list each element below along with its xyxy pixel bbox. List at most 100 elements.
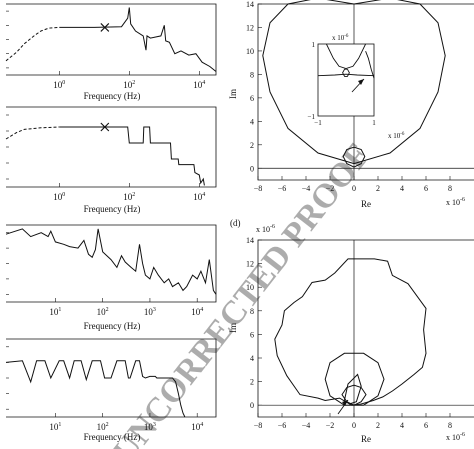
panel-label-d: (d): [230, 218, 241, 228]
magnitude-bottom-panel: 101 102 103 104: [5, 224, 217, 317]
x-tick-label: −8: [254, 421, 263, 430]
x-tick-label: −2: [326, 421, 335, 430]
x-tick-label: 0: [352, 421, 356, 430]
x-tick-label: 101: [49, 307, 61, 317]
x-tick-label: 102: [97, 422, 109, 432]
nyquist-curve-2: [341, 384, 367, 406]
x-tick-label: −6: [278, 421, 287, 430]
nyquist-curve-3: [343, 373, 362, 405]
x-tick-label: 104: [193, 80, 205, 90]
y-tick-label: 14: [246, 236, 254, 245]
nyquist-curve-0: [274, 258, 427, 406]
y-tick-label: 4: [250, 117, 254, 126]
x-tick-label: 104: [191, 307, 203, 317]
pointer-arrowhead: [342, 400, 348, 406]
y-tick-label: 12: [246, 23, 254, 32]
xlabel-magnitude-top: Frequency (Hz): [84, 91, 141, 101]
y-tick-label: 14: [246, 0, 254, 9]
x-tick-label: 100: [53, 80, 65, 90]
nyquist-top-x-exponent: x 10-6: [446, 197, 465, 207]
inset-curve-0: [325, 43, 367, 69]
phase-top-panel: 100 102 104: [5, 106, 217, 202]
axes-frame: [6, 106, 217, 188]
axes-frame: [6, 3, 217, 76]
x-tick-label: −4: [302, 184, 311, 193]
inset-y-tick-label: −1: [308, 113, 316, 121]
y-tick-label: 8: [250, 70, 254, 79]
y-tick-label: 0: [250, 164, 254, 173]
ylabel-nyquist-top: Im: [228, 89, 238, 99]
inset-y-exponent: x 10-6: [332, 34, 349, 42]
xlabel-phase-bottom: Frequency (Hz): [84, 432, 141, 442]
x-tick-label: 102: [123, 80, 135, 90]
x-tick-label: 101: [49, 422, 61, 432]
axes-frame: [6, 224, 217, 303]
inset-curve-2: [317, 73, 375, 77]
inset: −1 1 −1 1: [308, 41, 377, 127]
xlabel-phase-top: Frequency (Hz): [84, 204, 141, 214]
inset-curve-3: [365, 51, 375, 79]
x-tick-label: 103: [144, 422, 156, 432]
watermark-text: UNCORRECTED PROOF: [106, 137, 378, 449]
y-tick-label: 4: [250, 354, 254, 363]
x-tick-label: −8: [254, 184, 263, 193]
x-marker: [100, 122, 110, 132]
xlabel-nyquist-bottom: Re: [361, 434, 371, 444]
phase-bottom-panel: 101 102 103 104: [5, 338, 217, 432]
inset-x-tick-label: 1: [372, 119, 376, 127]
inset-y-tick-label: 1: [312, 41, 316, 49]
y-tick-label: 0: [250, 401, 254, 410]
axes-frame: [257, 239, 474, 418]
magnitude-top-panel: 100 102 104: [5, 3, 217, 90]
series-line-1: [59, 126, 205, 186]
x-tick-label: 8: [448, 421, 452, 430]
y-tick-label: 10: [246, 47, 254, 56]
x-marker: [100, 23, 110, 32]
inset-arrowhead: [358, 79, 364, 85]
ylabel-nyquist-bottom: Im: [228, 323, 238, 333]
y-tick-label: 6: [250, 94, 254, 103]
y-tick-label: 2: [250, 141, 254, 150]
axes-frame: [6, 338, 217, 418]
xlabel-nyquist-top: Re: [361, 199, 371, 209]
y-tick-label: 8: [250, 307, 254, 316]
y-tick-label: 6: [250, 330, 254, 339]
nyquist-bottom-y-exponent: x 10-6: [256, 224, 275, 234]
nyquist-curve-1: [342, 146, 366, 168]
x-tick-label: −6: [278, 184, 287, 193]
nyquist-bottom-panel: −8 −6 −4 −2 0 2 4 6 8 0 2 4 6 8 10 12 14: [246, 236, 474, 430]
x-tick-label: 4: [400, 421, 404, 430]
x-tick-label: 103: [144, 307, 156, 317]
x-tick-label: 8: [448, 184, 452, 193]
axes-frame: [257, 3, 474, 181]
nyquist-bottom-x-exponent: x 10-6: [446, 432, 465, 442]
xlabel-magnitude-bottom: Frequency (Hz): [84, 321, 141, 331]
x-tick-label: 2: [376, 421, 380, 430]
inset-x-tick-label: −1: [314, 119, 322, 127]
nyquist-curve-1: [324, 352, 385, 406]
x-tick-label: 104: [191, 422, 203, 432]
x-tick-label: 104: [193, 192, 205, 202]
y-tick-label: 10: [246, 283, 254, 292]
x-tick-label: 102: [97, 307, 109, 317]
nyquist-top-panel: −8 −6 −4 −2 0 2 4 6 8 0 2 4 6 8 10 12 14 −1 1 −1 1: [246, 0, 474, 193]
x-tick-label: −2: [326, 184, 335, 193]
x-tick-label: 102: [123, 192, 135, 202]
x-tick-label: 4: [400, 184, 404, 193]
nyquist-curve-0: [262, 0, 446, 165]
y-tick-label: 12: [246, 260, 254, 269]
inset-curve-1: [342, 68, 350, 77]
series-line-0: [5, 228, 217, 295]
x-tick-label: 6: [424, 184, 428, 193]
x-tick-label: 100: [53, 192, 65, 202]
inset-x-exponent: x 10-6: [388, 132, 405, 140]
series-line-1: [59, 7, 217, 72]
inset-frame: [317, 43, 375, 117]
x-tick-label: 0: [352, 184, 356, 193]
series-line-0: [5, 26, 60, 62]
x-tick-label: −4: [302, 421, 311, 430]
x-tick-label: 6: [424, 421, 428, 430]
y-tick-label: 2: [250, 378, 254, 387]
series-line-0: [5, 360, 186, 418]
